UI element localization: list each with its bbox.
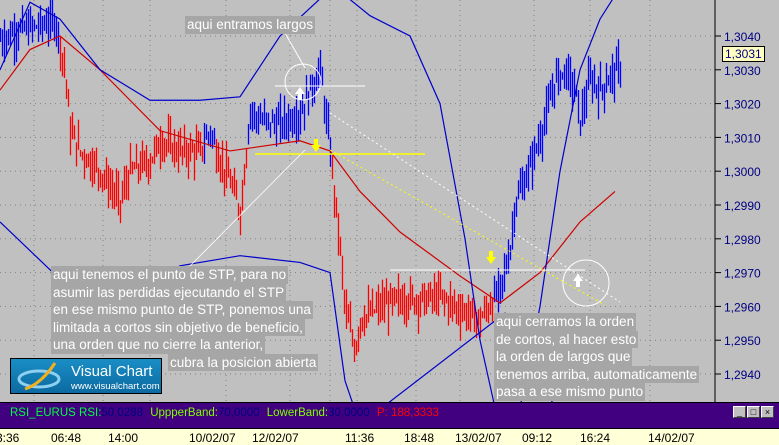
x-tick-label: 3:36 (0, 431, 20, 445)
x-tick-label: 14:00 (108, 431, 139, 445)
x-tick-label: 18:48 (404, 431, 435, 445)
arrow-up-icon (573, 274, 583, 287)
y-tick-label: 1,2980 (724, 233, 761, 247)
annotation-stop: aqui tenemos el punto de STP, para no as… (51, 266, 319, 371)
annotation-line: limitada a cortos sin objetivo de benefi… (51, 318, 305, 336)
upper-band-label: UppperBand: (150, 407, 218, 419)
annotation-line: tenemos arriba, automaticamente (494, 365, 700, 383)
annotation-line: de cortos, al hacer esto (494, 330, 639, 348)
rsi-indicator-panel[interactable]: RSI_EURUS RSI:50,0288 UppperBand:70,0000… (0, 402, 779, 428)
y-tick-label: 1,3020 (724, 98, 761, 112)
y-tick-label: 1,2960 (724, 300, 761, 314)
arrow-down-icon (311, 139, 321, 152)
moving-average-line (0, 35, 616, 304)
indicator-name: RSI_EURUS (10, 407, 76, 419)
logo-swoosh-icon (17, 362, 61, 391)
annotation-line: una orden que no cierre la anterior, (51, 336, 266, 354)
maximize-button[interactable]: □ (747, 406, 760, 418)
upper-band-value: 70,0000 (217, 407, 260, 419)
callout-line (189, 149, 306, 267)
x-tick-label: 12/02/07 (252, 431, 299, 445)
logo-title: Visual Chart (71, 363, 153, 380)
annotation-line: pasa a ese mismo punto (494, 383, 646, 401)
annotation-close: aqui cerramos la orden de cortos, al hac… (494, 313, 700, 401)
close-button[interactable]: × (761, 406, 774, 418)
annotation-line: la orden de largos que (494, 348, 633, 366)
time-axis: 3:36 06:48 14:00 10/02/07 12/02/07 11:36 18:48… (0, 428, 779, 445)
lower-band-label: LowerBand: (266, 407, 329, 419)
rsi-label: RSI: (79, 407, 102, 419)
x-tick-label: 11:36 (345, 431, 375, 445)
arrow-down-icon (486, 251, 496, 264)
p-label: P: (376, 407, 388, 419)
x-tick-label: 06:48 (51, 431, 82, 445)
p-value: 188,3333 (390, 407, 439, 419)
x-tick-label: 09:12 (522, 431, 553, 445)
annotation-line: aqui tenemos el punto de STP, para no (51, 266, 289, 284)
logo-url: www.visualchart.com (71, 381, 160, 392)
y-tick-label: 1,2950 (724, 334, 761, 348)
annotation-line: cubra la posicion abierta (168, 353, 319, 371)
x-tick-label: 14/02/07 (648, 431, 695, 445)
visual-chart-logo: Visual Chart www.visualchart.com (10, 358, 162, 394)
callout-line (284, 32, 306, 69)
lower-band-value: 30,0000 (328, 407, 370, 419)
y-tick-label: 1,3030 (724, 64, 761, 78)
annotation-entry: aqui entramos largos (185, 16, 316, 34)
exit-circle (562, 259, 610, 307)
y-tick-label: 1,2970 (724, 267, 761, 281)
y-tick-label: 1,3010 (724, 131, 761, 145)
rsi-value: 50,0288 (101, 407, 143, 419)
x-tick-label: 10/02/07 (189, 431, 236, 445)
annotation-text: aqui entramos largos (185, 16, 316, 34)
x-tick-label: 16:24 (580, 431, 611, 445)
arrow-up-icon (295, 87, 305, 100)
annotation-line: en ese mismo punto de STP, ponemos una (51, 301, 313, 319)
last-price-tag: 1,3031 (722, 46, 765, 62)
minimize-button[interactable]: _ (733, 406, 746, 418)
x-tick-label: 13/02/07 (455, 431, 502, 445)
annotation-line: asumir las perdidas ejecutando el STP (51, 283, 287, 301)
y-tick-label: 1,2940 (724, 368, 761, 382)
y-tick-label: 1,3000 (724, 165, 761, 179)
y-tick-label: 1,3040 (724, 30, 761, 44)
y-tick-label: 1,2990 (724, 199, 761, 213)
annotation-line: aqui cerramos la orden (494, 313, 637, 331)
